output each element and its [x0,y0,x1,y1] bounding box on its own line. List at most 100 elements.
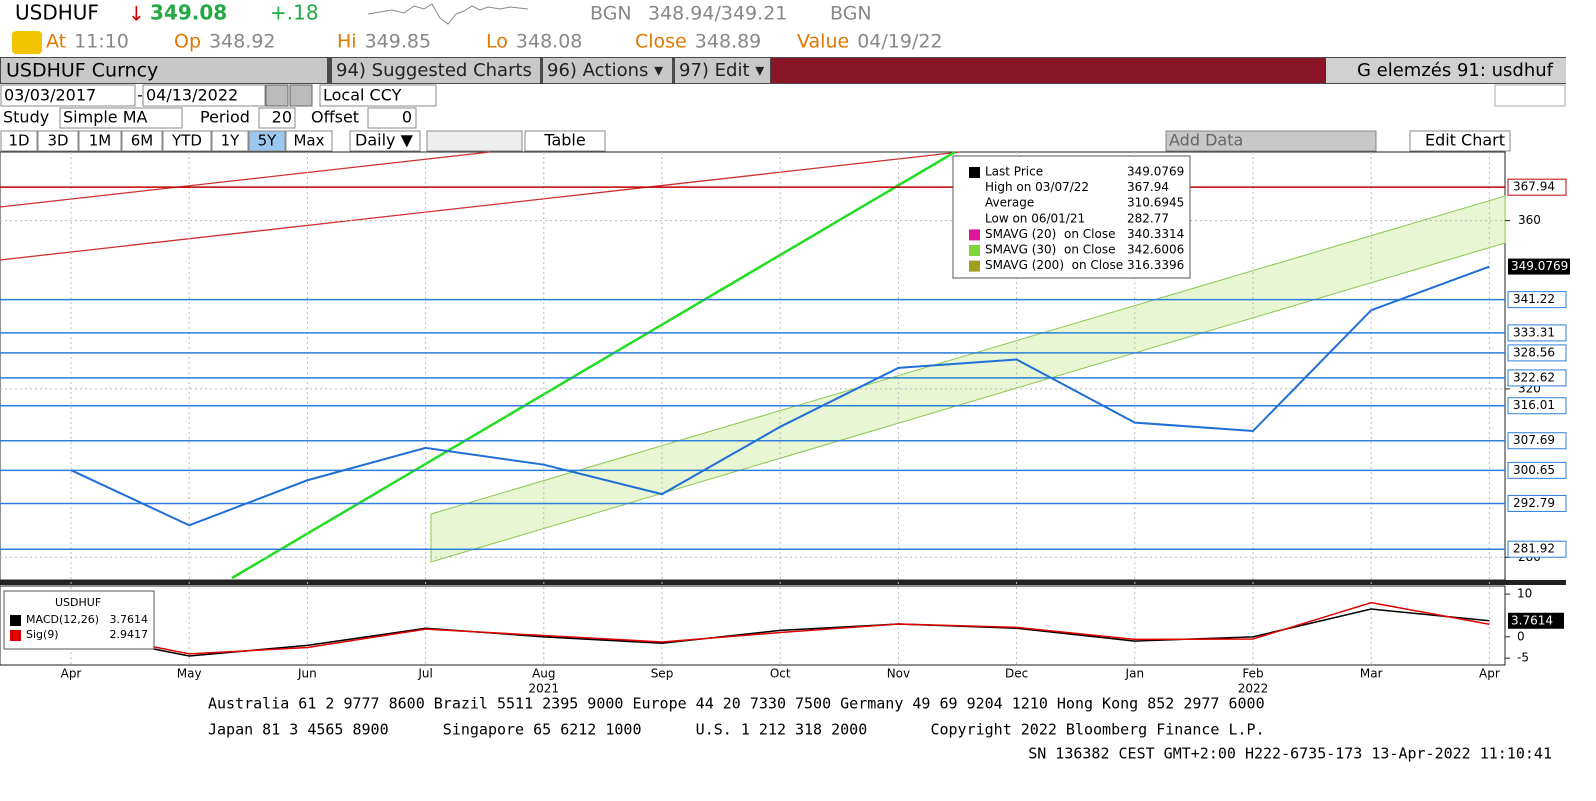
legend-value: 316.3396 [1127,258,1184,272]
trend-line [0,151,491,208]
field-label: Hi [337,31,357,53]
currency-box[interactable] [319,84,437,107]
direction-arrow: ↓ [128,2,145,26]
range-button[interactable] [211,130,249,152]
x-tick-label: Jan [1125,667,1145,681]
legend-name: SMAVG (30) on Close [985,243,1115,257]
x-tick-label: May [177,667,202,681]
macd-title: USDHUF [55,596,101,609]
menu-button[interactable] [675,58,770,83]
offset: 0 [402,108,412,127]
legend-value: 342.6006 [1127,243,1184,257]
range-button[interactable] [162,130,212,152]
x-tick-label: Apr [1479,667,1500,681]
range-button[interactable] [37,130,79,152]
level-label: 328.56 [1513,345,1555,359]
range-button[interactable] [121,130,163,152]
level-label: 333.31 [1513,325,1555,339]
legend-name: SMAVG (20) on Close [985,227,1115,241]
frequency-box[interactable] [349,130,421,152]
legend-name: Sig(9) [26,628,59,641]
x-tick-label: Mar [1360,667,1383,681]
range-label: 1Y [221,132,241,150]
range-button[interactable] [248,130,286,152]
legend-swatch [969,245,980,256]
field-value: 348.92 [209,31,275,53]
page-box [1326,58,1566,83]
legend-swatch [969,229,980,241]
edit-chart-button[interactable] [1409,130,1511,152]
footer-line: Australia 61 2 9777 8600 Brazil 5511 239… [208,695,1265,713]
ask-currency: BGN [830,3,872,25]
legend-value: 2.9417 [110,628,149,641]
range-label: 3D [47,132,68,150]
undo-redo[interactable] [1494,84,1566,107]
offset-box[interactable] [367,107,417,129]
level-label: 316.01 [1513,398,1555,412]
legend-swatch [10,630,21,641]
field-label: Value [797,31,849,53]
macd-plot [0,585,1506,666]
field-label: At [46,31,66,53]
series-line [70,608,1490,657]
level-tag [1507,540,1567,558]
menu-button[interactable] [332,58,540,83]
prev-button[interactable] [265,84,289,107]
series-line [70,265,1490,527]
legend-value: 367.94 [1127,180,1169,194]
date-separator: - [137,86,143,105]
field-value: 04/19/22 [857,31,942,53]
edit-chart: Edit Chart [1425,131,1505,150]
level-label: 292.79 [1513,496,1555,510]
end-date: 04/13/2022 [146,86,238,105]
table-button[interactable] [524,130,606,152]
macd-legend-box [3,590,155,650]
range-label: 6M [131,132,154,150]
legend-box [952,155,1191,279]
next-button[interactable] [289,84,313,107]
legend-value: 310.6945 [1127,196,1184,210]
study-box[interactable] [59,107,183,129]
alert-icon[interactable] [12,31,42,54]
legend-swatch [969,260,980,272]
menu-label: 94) Suggested Charts [336,60,532,81]
footer-line: SN 136382 CEST GMT+2:00 H222-6735-173 13… [1028,745,1552,763]
y-tick-label: 360 [1518,213,1541,227]
year-label: 2021 [529,682,560,696]
legend-value: 3.7614 [110,613,149,626]
level-tag [1507,178,1567,196]
range-button[interactable] [0,130,38,152]
field-value: 348.89 [695,31,761,53]
field-value: 11:10 [74,31,129,53]
security-box[interactable] [1,58,327,83]
menu-button[interactable] [543,58,672,83]
study: Simple MA [63,108,148,127]
field-value: 348.08 [516,31,582,53]
range-button[interactable] [285,130,333,152]
currency: Local CCY [323,86,402,105]
level-tag [1507,369,1567,387]
last-price: 349.08 [150,1,227,25]
table: Table [543,131,585,150]
field-label: Close [635,31,687,53]
end-date-box[interactable] [142,84,266,107]
legend-name: SMAVG (200) on Close [985,258,1123,272]
legend-name: High on 03/07/22 [985,180,1089,194]
period-label: Period [200,108,250,127]
period-box[interactable] [258,107,296,129]
start-date-box[interactable] [0,84,136,107]
range-label: YTD [171,132,202,150]
legend-value: 282.77 [1127,211,1169,225]
macd-last-label: 3.7614 [1511,613,1553,627]
last-label: 349.0769 [1511,259,1568,273]
legend-name: Last Price [985,165,1043,179]
chart-type-box[interactable] [426,130,523,152]
x-tick-label: Sep [651,667,674,681]
range-button[interactable] [78,130,122,152]
start-date: 03/03/2017 [4,86,96,105]
year-label: 2022 [1238,682,1269,696]
level-label: 322.62 [1513,370,1555,384]
add-data-box[interactable] [1165,130,1377,152]
legend-value: 340.3314 [1127,227,1184,241]
